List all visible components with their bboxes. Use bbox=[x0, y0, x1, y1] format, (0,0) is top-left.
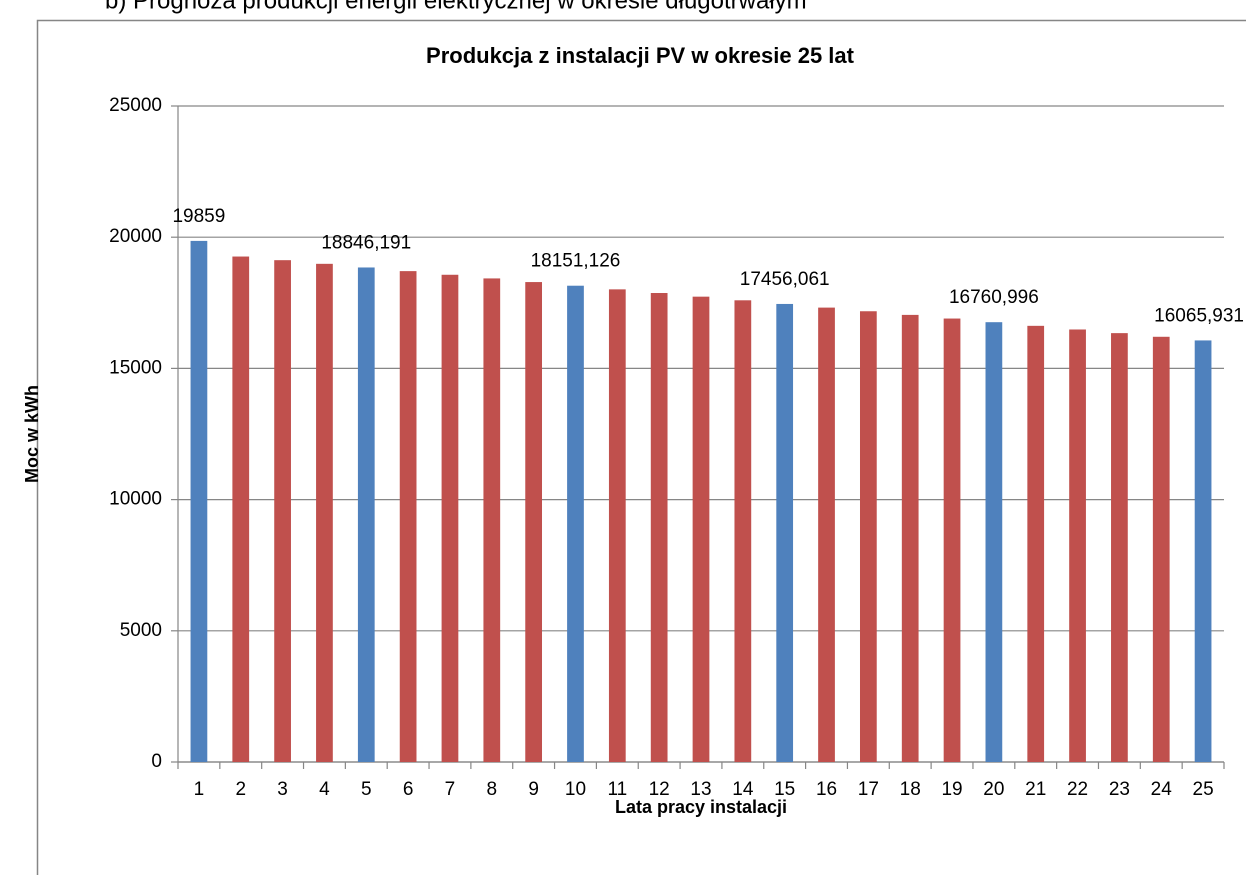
x-tick-label: 20 bbox=[983, 779, 1004, 800]
bar bbox=[776, 303, 794, 762]
y-tick-label: 10000 bbox=[109, 489, 162, 510]
x-tick-label: 14 bbox=[732, 779, 754, 800]
bar bbox=[567, 285, 584, 762]
bar bbox=[734, 300, 752, 762]
x-tick-label: 3 bbox=[277, 779, 288, 800]
x-tick-label: 10 bbox=[565, 779, 586, 800]
x-tick-label: 11 bbox=[607, 779, 627, 800]
data-label: 19859 bbox=[172, 206, 225, 227]
bar bbox=[316, 263, 333, 762]
x-tick-label: 12 bbox=[649, 779, 670, 800]
caption: b) Prognoza produkcji energii elektryczn… bbox=[105, 0, 807, 14]
x-tick-label: 16 bbox=[816, 779, 837, 800]
x-tick-label: 1 bbox=[194, 779, 205, 800]
bar bbox=[483, 278, 501, 762]
x-tick-label: 2 bbox=[235, 779, 246, 800]
bar bbox=[441, 274, 459, 762]
bar bbox=[190, 240, 208, 762]
y-tick-label: 25000 bbox=[109, 95, 162, 116]
x-tick-label: 6 bbox=[403, 779, 414, 800]
x-tick-label: 4 bbox=[319, 779, 330, 800]
bar bbox=[608, 289, 626, 762]
bar bbox=[399, 271, 417, 762]
bar bbox=[232, 256, 250, 762]
x-tick-label: 15 bbox=[774, 779, 795, 800]
bar bbox=[357, 267, 375, 762]
data-label: 17456,061 bbox=[740, 269, 830, 290]
x-tick-label: 21 bbox=[1025, 779, 1046, 800]
x-tick-label: 13 bbox=[690, 779, 711, 800]
data-label: 18151,126 bbox=[531, 251, 621, 272]
bar bbox=[943, 318, 961, 762]
x-tick-label: 8 bbox=[487, 779, 498, 800]
bar bbox=[985, 322, 1003, 762]
bar bbox=[859, 311, 877, 762]
chart-title: Produkcja z instalacji PV w okresie 25 l… bbox=[426, 43, 855, 68]
bar bbox=[818, 307, 835, 762]
bar bbox=[1027, 325, 1045, 762]
data-label: 18846,191 bbox=[321, 232, 411, 253]
y-axis-title: Moc w kWh bbox=[22, 385, 42, 483]
x-tick-label: 19 bbox=[941, 779, 962, 800]
chart-frame bbox=[36, 19, 1246, 875]
x-tick-label: 17 bbox=[858, 779, 879, 800]
x-tick-label: 22 bbox=[1067, 779, 1088, 800]
y-tick-label: 15000 bbox=[109, 357, 162, 378]
x-tick-label: 18 bbox=[900, 779, 921, 800]
bar bbox=[901, 314, 919, 762]
bar bbox=[274, 260, 291, 762]
y-tick-label: 5000 bbox=[120, 620, 162, 641]
data-label: 16065,931 bbox=[1154, 305, 1244, 326]
bar bbox=[1069, 329, 1086, 762]
bar bbox=[1152, 336, 1170, 762]
x-tick-label: 25 bbox=[1193, 779, 1214, 800]
x-tick-label: 23 bbox=[1109, 779, 1130, 800]
x-tick-label: 7 bbox=[445, 779, 456, 800]
x-tick-label: 24 bbox=[1151, 779, 1173, 800]
bar bbox=[525, 282, 543, 762]
x-tick-label: 5 bbox=[361, 779, 372, 800]
bar bbox=[1194, 340, 1212, 762]
bar bbox=[1111, 333, 1128, 762]
y-tick-label: 20000 bbox=[109, 226, 162, 247]
x-tick-label: 9 bbox=[528, 779, 539, 800]
bar bbox=[650, 293, 668, 762]
bar bbox=[692, 296, 710, 762]
x-axis-title: Lata pracy instalacji bbox=[615, 797, 787, 817]
y-tick-label: 0 bbox=[151, 751, 162, 772]
data-label: 16760,996 bbox=[949, 287, 1039, 308]
